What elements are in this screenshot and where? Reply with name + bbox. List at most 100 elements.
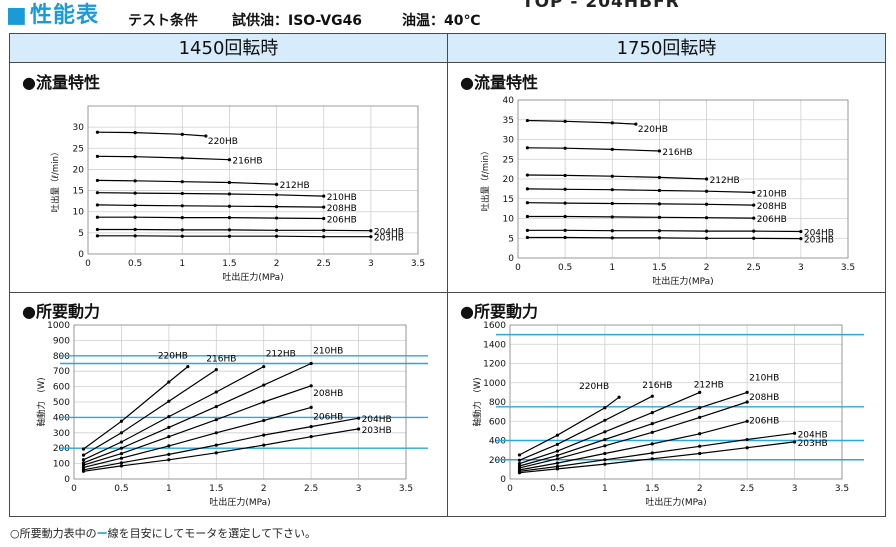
series-line-208HB <box>97 204 324 208</box>
y-tick-label: 0 <box>508 254 514 264</box>
series-label-212HB: 212HB <box>710 176 740 186</box>
data-point-203HB <box>650 457 654 461</box>
data-point-210HB <box>650 422 654 426</box>
data-point-203HB <box>657 236 662 240</box>
series-line-216HB <box>83 369 217 456</box>
data-point-203HB <box>95 234 100 238</box>
test-conditions-label: テスト条件 <box>128 13 198 29</box>
series-line-220HB <box>97 131 206 137</box>
data-point-208HB <box>119 451 124 456</box>
plot-area-frame <box>509 324 843 480</box>
data-point-203HB <box>610 236 614 240</box>
series-line-204HB <box>97 228 371 232</box>
y-tick-label: 1600 <box>483 321 506 331</box>
title-square-icon: ■ <box>6 3 27 28</box>
y-tick-label: 35 <box>503 116 514 126</box>
y-tick-label: 25 <box>73 144 84 154</box>
data-point-203HB <box>525 235 530 240</box>
data-point-206HB <box>322 216 326 221</box>
data-point-204HB <box>227 228 232 232</box>
x-tick-label: 3 <box>792 484 798 494</box>
y-axis-title: 軸動力 (W) <box>36 377 47 426</box>
data-point-216HB <box>167 399 171 403</box>
footnote: ○所要動力表中のー線を目安にしてモータを選定して下さい。 <box>10 525 316 541</box>
y-tick-label: 0 <box>64 475 70 485</box>
model-code: TOP - 204HBFR <box>522 0 680 12</box>
data-point-210HB <box>119 446 124 450</box>
data-point-212HB <box>517 462 522 466</box>
series-label-208HB: 208HB <box>327 204 357 214</box>
series-label-220HB: 220HB <box>638 125 668 135</box>
data-point-206HB <box>133 215 137 219</box>
series-label-216HB: 216HB <box>206 355 236 365</box>
data-point-212HB <box>610 174 614 178</box>
y-tick-label: 0 <box>78 250 84 260</box>
test-oil-temperature: 油温：40℃ <box>402 13 481 29</box>
data-point-216HB <box>133 155 137 159</box>
data-point-220HB <box>555 433 560 437</box>
data-point-208HB <box>133 203 137 207</box>
series-label-206HB: 206HB <box>757 215 787 225</box>
x-tick-label: 2.5 <box>740 484 754 494</box>
x-tick-label: 2 <box>704 263 710 273</box>
data-point-208HB <box>180 204 184 208</box>
x-tick-label: 0 <box>515 263 521 273</box>
data-point-208HB <box>274 205 279 209</box>
series-label-212HB: 212HB <box>694 380 724 390</box>
data-point-203HB <box>704 236 709 240</box>
data-point-210HB <box>322 194 326 198</box>
data-point-206HB <box>610 215 614 219</box>
data-point-220HB <box>204 134 208 138</box>
data-point-216HB <box>81 453 86 457</box>
data-point-212HB <box>133 179 137 183</box>
plot-area-frame <box>73 324 407 480</box>
data-point-203HB <box>322 235 326 239</box>
power-chart-1750: 0 0.5 1 1.5 2 2.5 3 3.5 0 200 400 600 800 1000 1200 140… <box>456 318 876 514</box>
data-point-206HB <box>214 431 218 435</box>
series-label-210HB: 210HB <box>313 347 343 357</box>
x-axis-title: 吐出圧力(MPa) <box>652 275 713 287</box>
data-point-206HB <box>180 216 184 220</box>
data-point-212HB <box>95 178 100 183</box>
data-point-220HB <box>525 118 530 123</box>
y-tick-label: 15 <box>73 187 84 197</box>
x-tick-label: 0.5 <box>550 484 564 494</box>
data-point-203HB <box>745 446 749 450</box>
data-point-204HB <box>119 461 124 465</box>
data-point-220HB <box>610 121 614 125</box>
y-tick-label: 40 <box>503 96 515 106</box>
x-tick-label: 0.5 <box>128 259 142 269</box>
x-tick-label: 2 <box>261 484 267 494</box>
data-point-208HB <box>752 203 756 207</box>
data-point-203HB <box>555 467 560 471</box>
data-point-212HB <box>119 440 124 444</box>
x-tick-label: 1.5 <box>652 263 666 273</box>
data-point-203HB <box>274 234 279 238</box>
data-point-204HB <box>704 229 709 233</box>
x-tick-label: 3 <box>798 263 804 273</box>
data-point-203HB <box>369 235 373 239</box>
data-point-220HB <box>167 380 171 384</box>
x-tick-label: 3.5 <box>841 263 855 273</box>
x-tick-label: 0 <box>507 484 513 494</box>
x-tick-label: 3.5 <box>399 484 413 494</box>
data-point-212HB <box>262 364 266 369</box>
data-point-204HB <box>698 444 702 448</box>
data-point-204HB <box>603 458 607 462</box>
plot-area-frame <box>517 99 849 259</box>
series-label-203HB: 203HB <box>798 439 828 449</box>
data-point-206HB <box>555 461 560 465</box>
data-point-208HB <box>745 400 749 404</box>
series-label-220HB: 220HB <box>579 382 609 392</box>
data-point-204HB <box>356 416 361 420</box>
series-line-212HB <box>527 174 707 180</box>
data-point-212HB <box>657 175 662 180</box>
data-point-216HB <box>555 442 560 446</box>
x-tick-label: 0 <box>71 484 77 494</box>
footnote-prefix: ○所要動力表中の <box>10 527 97 540</box>
x-axis-title: 吐出圧力(MPa) <box>222 271 283 283</box>
data-point-212HB <box>563 173 567 178</box>
data-point-208HB <box>262 400 266 404</box>
header: ■ 性能表 テスト条件 試供油：ISO-VG46 油温：40℃ TOP - 20… <box>0 0 896 32</box>
x-tick-label: 2.5 <box>304 484 318 494</box>
